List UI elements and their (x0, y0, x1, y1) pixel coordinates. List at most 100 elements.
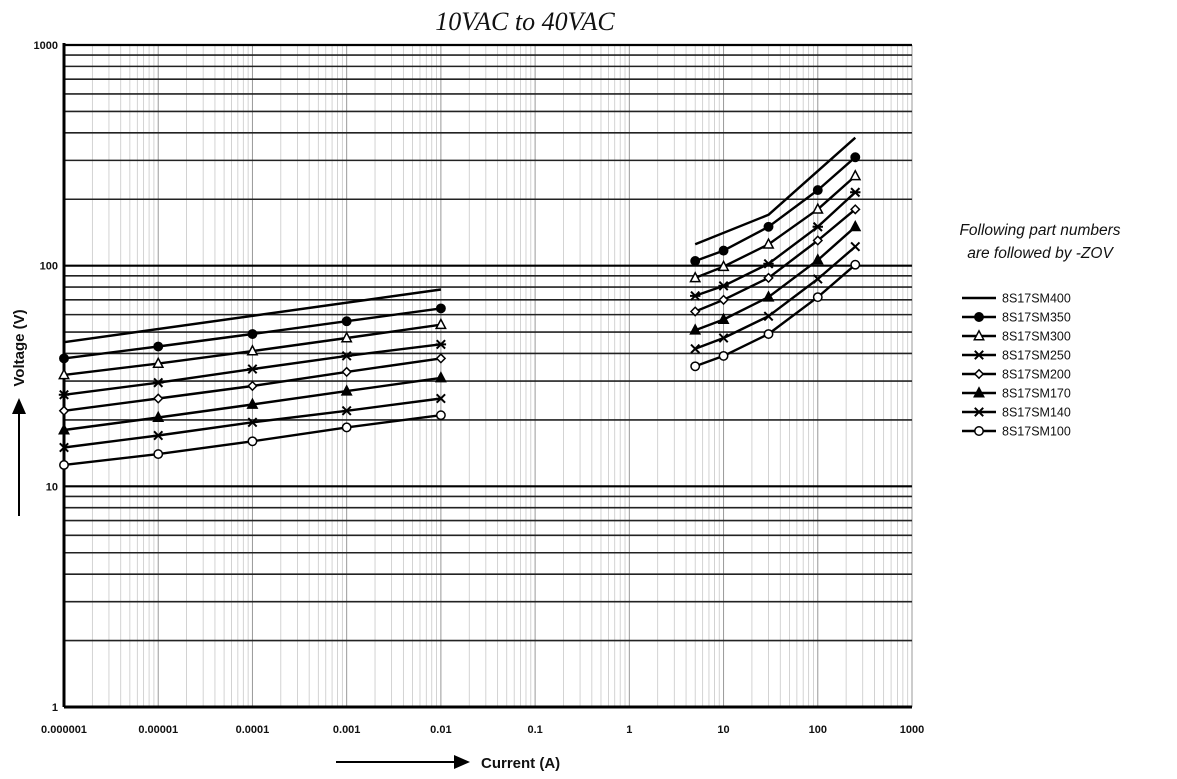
x-tick-label: 0.0001 (236, 724, 270, 736)
data-point (717, 259, 730, 272)
series-8S17SM350 (59, 152, 861, 364)
legend-label: 8S17SM200 (1002, 368, 1071, 382)
y-tick-labels: 1 10 100 1000 (34, 40, 58, 714)
legend-label: 8S17SM300 (1002, 330, 1071, 344)
data-point (850, 187, 861, 198)
data-point (435, 339, 447, 350)
series-line-high (694, 136, 857, 246)
data-point (812, 292, 823, 303)
legend-label: 8S17SM170 (1002, 387, 1071, 401)
series-8S17SM140 (59, 241, 861, 453)
data-point (812, 185, 823, 196)
legend-item: 8S17SM250 (962, 349, 1071, 363)
data-point (341, 405, 352, 416)
series-8S17SM400 (63, 136, 857, 344)
data-point (341, 316, 352, 327)
data-point (435, 303, 446, 314)
data-point (153, 430, 164, 441)
data-point (689, 306, 701, 317)
data-point (811, 253, 824, 265)
legend-note-line-2: are followed by -ZOV (967, 245, 1114, 262)
data-point (435, 353, 447, 364)
data-point (247, 329, 258, 339)
data-point (812, 221, 823, 232)
legend-item: 8S17SM100 (962, 425, 1071, 439)
x-tick-label: 0.01 (430, 724, 451, 736)
data-point (58, 423, 70, 435)
data-point (247, 417, 258, 428)
legend-label: 8S17SM250 (1002, 349, 1071, 363)
data-point (850, 241, 861, 252)
data-point (849, 169, 862, 181)
data-point (690, 256, 701, 266)
data-point (689, 290, 701, 301)
data-point (341, 366, 352, 378)
data-point (718, 350, 729, 361)
data-point (849, 220, 862, 232)
legend-label: 8S17SM140 (1002, 406, 1071, 420)
data-point (340, 331, 353, 343)
data-point (153, 377, 164, 388)
series-8S17SM170 (58, 220, 862, 435)
data-point (762, 290, 775, 302)
plot-frame (62, 43, 912, 709)
x-tick-label: 0.000001 (41, 724, 87, 736)
data-point (763, 221, 774, 232)
legend-swatch-marker (974, 407, 984, 417)
data-point (247, 364, 258, 374)
legend-swatch-marker (973, 386, 985, 398)
series-group (58, 136, 862, 470)
data-point (690, 361, 701, 372)
data-point (152, 393, 164, 404)
series-line-low (63, 288, 442, 344)
data-point (812, 235, 824, 246)
data-point (435, 410, 446, 421)
data-point (850, 259, 861, 270)
data-point (434, 371, 447, 383)
data-point (58, 389, 70, 400)
data-point (153, 449, 164, 460)
legend-item: 8S17SM300 (962, 329, 1071, 344)
legend-label: 8S17SM400 (1002, 292, 1071, 306)
data-point (763, 311, 774, 322)
data-point (58, 405, 70, 417)
data-point (59, 353, 69, 364)
legend-item: 8S17SM350 (962, 311, 1071, 325)
data-point (435, 393, 446, 404)
legend-label: 8S17SM100 (1002, 425, 1071, 439)
x-tick-label: 0.001 (333, 724, 361, 736)
y-tick-label: 100 (40, 261, 58, 273)
legend-swatch-marker (973, 350, 985, 360)
data-point (59, 442, 69, 453)
data-point (811, 202, 824, 214)
y-tick-label: 1000 (34, 40, 58, 52)
x-tick-label: 100 (809, 724, 827, 736)
data-point (434, 317, 447, 330)
data-point (850, 204, 861, 215)
legend-item: 8S17SM140 (962, 406, 1071, 420)
legend-swatch-marker (974, 426, 984, 436)
x-tick-label: 0.00001 (138, 724, 178, 736)
chart-title: 10VAC to 40VAC (435, 7, 615, 36)
series-8S17SM100 (59, 259, 861, 470)
data-point (247, 380, 258, 392)
legend-swatch-marker (973, 329, 985, 341)
x-tick-label: 0.1 (527, 724, 542, 736)
data-point (812, 274, 823, 284)
data-point (153, 341, 164, 352)
data-point (763, 329, 774, 339)
legend-swatch-marker (974, 312, 984, 322)
data-point (152, 356, 165, 369)
x-tick-label: 1 (626, 724, 632, 736)
legend-swatch-marker (973, 368, 985, 380)
legend-label: 8S17SM350 (1002, 311, 1071, 325)
data-point (247, 436, 258, 447)
data-point (762, 237, 775, 249)
data-point (689, 271, 702, 283)
legend-item: 8S17SM200 (962, 368, 1071, 382)
data-point (763, 258, 774, 269)
y-axis-label: Voltage (V) (11, 309, 28, 386)
data-point (850, 152, 861, 163)
data-point (341, 422, 352, 433)
data-point (689, 323, 702, 335)
